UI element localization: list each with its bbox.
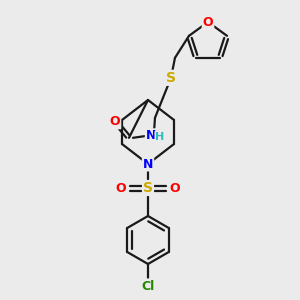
Text: N: N [143,158,153,170]
Text: S: S [166,71,176,85]
Text: O: O [170,182,180,194]
Text: Cl: Cl [141,280,154,292]
Text: N: N [146,129,156,142]
Text: O: O [203,16,213,28]
Text: H: H [155,132,165,142]
Text: S: S [143,181,153,195]
Text: O: O [116,182,126,194]
Text: O: O [110,115,120,128]
